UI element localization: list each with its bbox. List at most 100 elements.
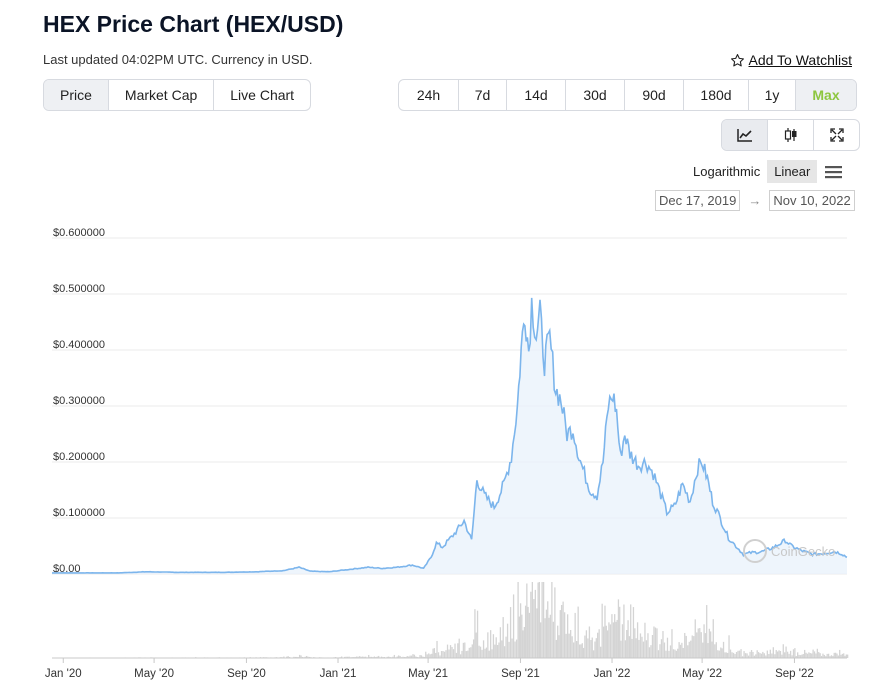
volume-bar bbox=[668, 650, 670, 658]
volume-bar bbox=[642, 641, 645, 658]
range-30d-button[interactable]: 30d bbox=[566, 80, 625, 110]
volume-bar bbox=[300, 655, 302, 658]
logarithmic-option[interactable]: Logarithmic bbox=[693, 164, 761, 179]
view-tabs: Price Market Cap Live Chart bbox=[43, 79, 312, 111]
volume-bar bbox=[461, 650, 463, 658]
volume-bar bbox=[812, 649, 814, 658]
scale-toggle: Logarithmic Linear bbox=[686, 160, 843, 183]
volume-bar bbox=[539, 622, 542, 658]
date-from-input[interactable]: Dec 17, 2019 bbox=[655, 190, 741, 211]
volume-bar bbox=[752, 651, 754, 658]
volume-bar bbox=[801, 654, 803, 658]
candlestick-button[interactable] bbox=[768, 120, 814, 150]
volume-bar bbox=[522, 630, 524, 658]
volume-bar bbox=[712, 619, 714, 658]
volume-bar bbox=[681, 642, 683, 658]
line-chart-button[interactable] bbox=[722, 120, 768, 150]
x-tick-label: Sep '20 bbox=[227, 668, 266, 680]
volume-bar bbox=[410, 655, 413, 658]
volume-bar bbox=[446, 644, 449, 658]
volume-bar bbox=[806, 653, 809, 658]
volume-bar bbox=[759, 653, 761, 658]
volume-bar bbox=[412, 654, 414, 658]
volume-bar bbox=[429, 654, 431, 658]
range-1y-button[interactable]: 1y bbox=[749, 80, 796, 110]
volume-bar bbox=[779, 650, 782, 658]
range-max-button[interactable]: Max bbox=[796, 80, 856, 110]
date-to-input[interactable]: Nov 10, 2022 bbox=[769, 190, 855, 211]
volume-bar bbox=[597, 632, 599, 658]
volume-bar bbox=[805, 652, 807, 658]
line-chart-icon bbox=[736, 129, 752, 142]
volume-bar bbox=[614, 614, 616, 658]
volume-bar bbox=[798, 654, 800, 658]
fullscreen-button[interactable] bbox=[814, 120, 859, 150]
volume-bar bbox=[559, 610, 561, 658]
volume-bar bbox=[687, 645, 689, 658]
tab-price[interactable]: Price bbox=[44, 80, 109, 110]
volume-bar bbox=[354, 656, 356, 658]
volume-bar bbox=[562, 601, 564, 658]
volume-bar bbox=[635, 638, 637, 658]
volume-bar bbox=[548, 617, 550, 658]
linear-option[interactable]: Linear bbox=[767, 160, 818, 183]
tab-live-chart[interactable]: Live Chart bbox=[230, 87, 295, 103]
x-tick-label: May '20 bbox=[134, 668, 174, 680]
volume-bar bbox=[672, 649, 675, 658]
volume-bar bbox=[569, 629, 572, 658]
add-to-watchlist-link[interactable]: Add To Watchlist bbox=[730, 52, 853, 68]
volume-bar bbox=[836, 653, 838, 658]
volume-bar bbox=[345, 656, 347, 658]
watchlist-label: Add To Watchlist bbox=[748, 52, 853, 68]
volume-bar bbox=[499, 627, 502, 658]
volume-bar bbox=[781, 654, 783, 658]
volume-bar bbox=[459, 654, 462, 658]
volume-bar bbox=[707, 643, 709, 658]
volume-bar bbox=[822, 653, 824, 658]
volume-bar bbox=[440, 651, 443, 658]
volume-bar bbox=[665, 650, 667, 658]
hamburger-menu-icon[interactable] bbox=[825, 165, 843, 179]
volume-bar bbox=[376, 656, 378, 658]
volume-bar bbox=[396, 656, 398, 658]
volume-bar bbox=[370, 656, 373, 658]
y-tick-label: $0.500000 bbox=[53, 283, 105, 295]
range-24h-button[interactable]: 24h bbox=[399, 80, 459, 110]
range-14d-button[interactable]: 14d bbox=[507, 80, 566, 110]
volume-bar bbox=[845, 654, 847, 658]
range-180d-button[interactable]: 180d bbox=[684, 80, 749, 110]
volume-bar bbox=[307, 656, 309, 658]
volume-bar bbox=[415, 656, 417, 658]
volume-bar bbox=[706, 605, 708, 658]
volume-bar bbox=[678, 642, 680, 658]
volume-bar bbox=[502, 617, 504, 658]
volume-bar bbox=[639, 633, 642, 658]
volume-bar bbox=[802, 654, 804, 658]
volume-bar bbox=[690, 640, 692, 658]
range-90d-button[interactable]: 90d bbox=[625, 80, 684, 110]
volume-bar bbox=[641, 636, 643, 658]
tab-market-cap[interactable]: Market Cap bbox=[109, 80, 215, 110]
volume-bar bbox=[626, 630, 628, 658]
volume-bar bbox=[501, 640, 503, 658]
volume-bar bbox=[406, 656, 408, 658]
volume-bar bbox=[832, 655, 834, 658]
volume-bar bbox=[380, 656, 383, 658]
volume-bar bbox=[717, 650, 719, 658]
volume-bar bbox=[703, 624, 705, 658]
volume-bar bbox=[482, 640, 485, 658]
volume-bar bbox=[753, 655, 756, 658]
volume-bar bbox=[413, 654, 416, 658]
volume-bar bbox=[448, 649, 450, 658]
range-7d-button[interactable]: 7d bbox=[459, 80, 507, 110]
volume-bar bbox=[526, 583, 528, 658]
volume-bar bbox=[432, 648, 434, 658]
volume-bar bbox=[844, 655, 846, 658]
volume-bar bbox=[623, 604, 625, 658]
volume-bar bbox=[531, 582, 534, 658]
volume-bar bbox=[775, 650, 777, 658]
volume-bar bbox=[492, 634, 495, 658]
price-area bbox=[52, 297, 847, 574]
last-updated-text: Last updated 04:02PM UTC. Currency in US… bbox=[43, 52, 313, 67]
